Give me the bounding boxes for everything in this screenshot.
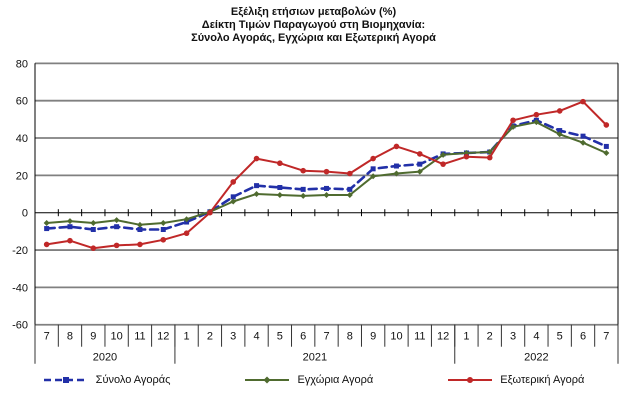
svg-text:20: 20 [16,170,28,182]
svg-text:-40: -40 [12,282,28,294]
svg-text:60: 60 [16,96,28,108]
svg-text:-20: -20 [12,245,28,257]
svg-text:11: 11 [414,331,425,343]
y-axis-labels: 80 60 40 20 0 -20 -40 -60 [12,58,28,331]
line-marker-icon [245,376,290,384]
legend-item-2: Εγχώρια Αγορά [244,374,373,386]
svg-text:7: 7 [44,331,50,343]
line-marker-icon [448,377,493,383]
svg-text:12: 12 [157,331,169,343]
svg-text:7: 7 [603,331,609,343]
svg-text:6: 6 [300,331,306,343]
svg-text:2: 2 [487,331,493,343]
svg-text:1: 1 [184,331,190,343]
chart-title-line2: Δείκτη Τιμών Παραγωγού στη Βιομηχανία: [201,19,426,31]
svg-text:4: 4 [253,331,259,343]
svg-text:7: 7 [323,331,329,343]
svg-text:9: 9 [370,331,376,343]
svg-text:40: 40 [16,133,28,145]
legend-label-2: Εγχώρια Αγορά [297,374,374,386]
dashed-line-icon [43,377,88,383]
svg-text:80: 80 [16,58,28,70]
chart-title-line3: Σύνολο Αγοράς, Εγχώρια και Εξωτερική Αγο… [191,32,436,44]
svg-text:12: 12 [437,331,449,343]
svg-text:5: 5 [557,331,563,343]
svg-text:0: 0 [22,208,28,220]
svg-text:3: 3 [510,331,516,343]
legend-label-3: Εξωτερική Αγορά [500,374,585,386]
legend-item-3: Εξωτερική Αγορά [447,374,584,386]
svg-text:-60: -60 [12,320,28,332]
chart-title-line1: Εξέλιξη ετήσιων μεταβολών (%) [230,6,397,18]
chart-legend: Σύνολο Αγοράς Εγχώρια Αγορά Εξωτερική Αγορ… [0,374,627,386]
y-gridlines [35,62,618,326]
svg-text:4: 4 [533,331,539,343]
chart-title: Εξέλιξη ετήσιων μεταβολών (%) Δείκτη Τιμ… [0,6,627,45]
svg-text:2: 2 [207,331,213,343]
svg-text:2021: 2021 [303,352,327,364]
svg-text:10: 10 [110,331,122,343]
svg-text:1: 1 [463,331,469,343]
svg-text:2020: 2020 [93,352,117,364]
svg-text:6: 6 [580,331,586,343]
svg-text:8: 8 [347,331,353,343]
svg-text:5: 5 [277,331,283,343]
svg-text:3: 3 [230,331,236,343]
legend-label-1: Σύνολο Αγοράς [95,374,171,386]
svg-text:2022: 2022 [524,352,548,364]
series-2-markers [43,119,610,228]
legend-item-1: Σύνολο Αγοράς [43,374,171,386]
svg-text:9: 9 [90,331,96,343]
svg-text:11: 11 [134,331,145,343]
svg-text:10: 10 [390,331,402,343]
series-3-markers [43,98,610,251]
svg-text:8: 8 [67,331,73,343]
